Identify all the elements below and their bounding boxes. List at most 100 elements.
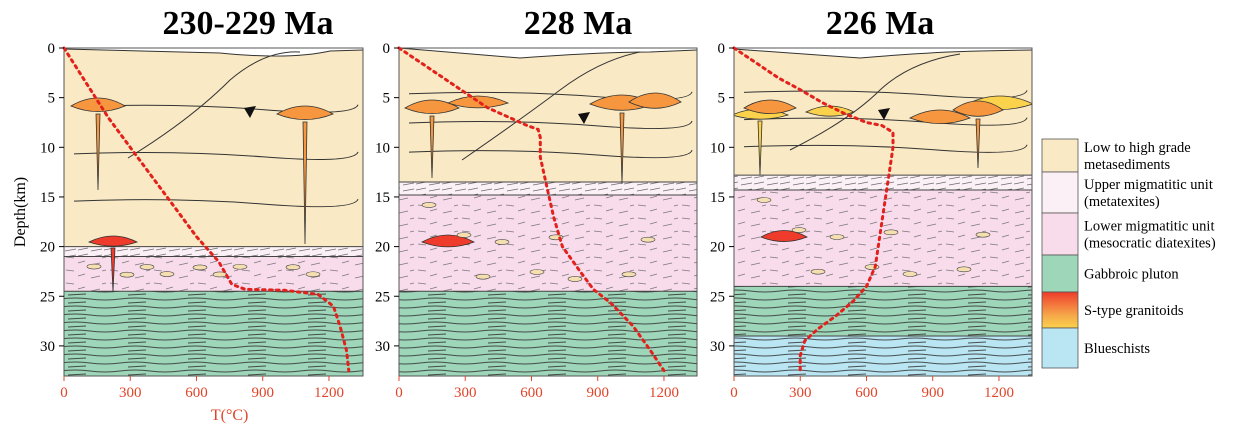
metasediments-layer xyxy=(399,48,697,183)
depth-tick-label: 20 xyxy=(710,240,725,256)
legend-swatch xyxy=(1041,171,1079,214)
geotherm-line xyxy=(397,46,666,373)
leucosome-lens xyxy=(475,273,491,280)
thrust-arrow-icon xyxy=(244,106,256,118)
leucosome-lens xyxy=(456,232,472,238)
panel-body xyxy=(399,48,697,376)
panel-title: 228 Ma xyxy=(524,5,633,42)
thrust-arrow-icon xyxy=(878,108,890,120)
upper_migmatite-texture xyxy=(734,175,1032,190)
leucosome-lens xyxy=(86,263,102,270)
panel-title: 230-229 Ma xyxy=(163,5,334,42)
depth-tick-label: 15 xyxy=(40,190,55,206)
panel-frame xyxy=(398,47,698,377)
legend-item: Gabbroic pluton xyxy=(1041,254,1179,293)
granitoid-pluton xyxy=(760,230,808,242)
granitoid-pluton xyxy=(276,105,334,245)
legend-label: Blueschists xyxy=(1084,341,1150,357)
thrust-fault xyxy=(789,53,961,151)
thrust-fault xyxy=(461,51,641,161)
granitoid-pluton xyxy=(952,100,1004,169)
thrust-fault xyxy=(127,51,301,159)
topographic-surface xyxy=(399,48,697,59)
temp-tick-label: 900 xyxy=(251,385,274,401)
geotherm-line xyxy=(62,46,351,373)
temp-tick-label: 1200 xyxy=(314,385,344,401)
legend-swatch xyxy=(1041,254,1079,293)
leucosome-lens xyxy=(956,266,972,273)
granitoid-pluton xyxy=(909,109,971,124)
granitoid-pluton xyxy=(446,95,510,109)
legend-item: S-type granitoids xyxy=(1041,291,1184,329)
upper_migmatite-texture xyxy=(64,246,363,257)
granitoid-pluton xyxy=(628,92,682,109)
depth-tick-label: 15 xyxy=(710,190,725,206)
granitoid-pluton xyxy=(87,235,139,293)
blueschist-texture xyxy=(734,335,1032,376)
depth-axis-label: Depth(km) xyxy=(12,177,29,247)
depth-tick-label: 25 xyxy=(710,289,725,305)
leucosome-lens xyxy=(119,271,135,278)
depth-tick-label: 5 xyxy=(383,91,391,107)
gabbro-texture xyxy=(734,286,1032,336)
leucosome-lens xyxy=(285,264,301,271)
gabbro-texture xyxy=(64,291,363,376)
temp-axis-label: T(°C) xyxy=(211,407,249,424)
leucosome-lens xyxy=(529,269,545,275)
temp-tick-label: 0 xyxy=(395,385,403,401)
depth-tick-label: 5 xyxy=(48,91,56,107)
leucosome-lens xyxy=(159,271,175,277)
granitoid-pluton xyxy=(743,99,797,114)
temp-tick-label: 0 xyxy=(60,385,68,401)
leucosome-lens xyxy=(902,271,918,277)
bedding-line xyxy=(743,144,1028,153)
panel-title: 226 Ma xyxy=(826,5,935,42)
temp-tick-label: 300 xyxy=(454,385,477,401)
legend-label: (metatexites) xyxy=(1084,194,1160,210)
temp-tick-label: 900 xyxy=(921,385,944,401)
temp-tick-label: 600 xyxy=(185,385,208,401)
panel-body xyxy=(64,48,363,376)
legend-swatch xyxy=(1041,138,1079,173)
leucosome-lens xyxy=(567,276,583,282)
depth-tick-label: 0 xyxy=(718,41,726,57)
depth-tick-label: 30 xyxy=(710,339,725,355)
leucosome-lens xyxy=(494,239,510,245)
bedding-line xyxy=(73,151,359,160)
leucosome-lens xyxy=(791,227,807,233)
leucosome-lens xyxy=(975,231,991,238)
panel-body xyxy=(734,48,1032,376)
thrust-arrow-icon xyxy=(578,112,590,124)
depth-tick-label: 30 xyxy=(375,339,390,355)
leucosome-lens xyxy=(810,268,826,275)
temp-tick-label: 1200 xyxy=(984,385,1014,401)
leucosome-lens xyxy=(756,197,772,203)
legend-label: Low to high grade xyxy=(1084,140,1191,156)
depth-tick-label: 20 xyxy=(40,240,55,256)
temp-tick-label: 600 xyxy=(520,385,543,401)
leucosome-lens xyxy=(829,234,845,240)
temp-tick-label: 600 xyxy=(855,385,878,401)
legend-swatch xyxy=(1041,212,1079,256)
geotherm-line xyxy=(732,46,895,373)
depth-tick-label: 30 xyxy=(40,339,55,355)
leucosome-lens xyxy=(883,229,899,236)
leucosome-lens xyxy=(621,271,637,278)
bedding-line xyxy=(408,91,693,100)
legend-label: S-type granitoids xyxy=(1084,303,1184,319)
upper_migmatite-texture xyxy=(399,182,697,195)
gabbro-texture xyxy=(399,291,697,376)
leucosome-lens xyxy=(192,264,208,271)
granitoid-pluton xyxy=(421,234,475,248)
bedding-line xyxy=(408,149,693,159)
topographic-surface xyxy=(734,48,1032,59)
topographic-surface xyxy=(64,48,363,57)
depth-tick-label: 10 xyxy=(710,140,725,156)
depth-tick-label: 10 xyxy=(375,140,390,156)
panel-frame xyxy=(733,47,1033,377)
